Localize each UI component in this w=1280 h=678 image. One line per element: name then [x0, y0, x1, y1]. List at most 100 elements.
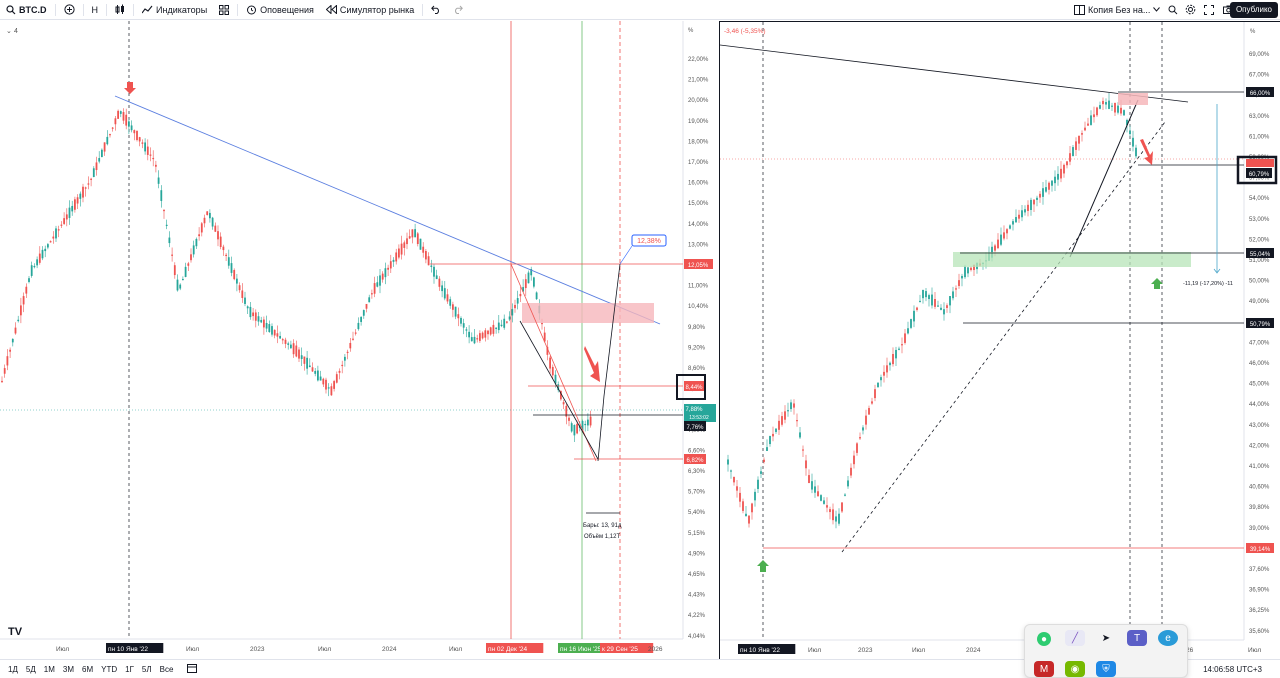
range-button[interactable]: 5Д: [25, 664, 36, 674]
pen-icon[interactable]: ╱: [1065, 630, 1085, 646]
candle-body: [65, 214, 68, 220]
candle-body: [176, 279, 179, 291]
candle-body: [268, 324, 271, 333]
candle-body: [292, 343, 295, 355]
right-chart-canvas[interactable]: -3,46 (-5,35%) % 69,00%67,00%65,00%63,00…: [720, 22, 1280, 659]
candle-body: [772, 433, 774, 437]
candle-body: [236, 278, 238, 284]
candle-body: [395, 252, 398, 262]
candle-body: [874, 389, 876, 399]
candle-body: [92, 168, 95, 178]
countdown-text: 13:53:02: [689, 415, 709, 421]
right-chart-pane[interactable]: -3,46 (-5,35%) % 69,00%67,00%65,00%63,00…: [719, 21, 1280, 659]
price-tick: 8,60%: [688, 366, 706, 372]
redo-button[interactable]: [447, 0, 469, 20]
candle-body: [931, 294, 933, 306]
settings-button[interactable]: [1183, 0, 1198, 20]
candle-body: [868, 408, 870, 415]
time-axis[interactable]: пн 10 Янв '22 Июл 2023 Июл 2024 26 Июл: [738, 644, 1261, 654]
teams-icon[interactable]: T: [1127, 630, 1147, 646]
range-button[interactable]: 1М: [43, 664, 55, 674]
long-trendline[interactable]: [720, 44, 1189, 103]
publish-button[interactable]: Опублико: [1229, 2, 1278, 18]
range-button[interactable]: Все: [159, 664, 174, 674]
range-button[interactable]: YTD: [101, 664, 118, 674]
mail-icon[interactable]: M: [1034, 661, 1054, 677]
range-button[interactable]: 1Г: [125, 664, 134, 674]
telegram-icon[interactable]: ➤: [1101, 632, 1111, 644]
candle-body: [122, 112, 125, 121]
candle-body: [449, 299, 452, 306]
wedge-upper[interactable]: [510, 263, 597, 462]
candle-body: [454, 306, 457, 317]
price-tick: 61,00%: [1249, 134, 1270, 140]
dotted-support-line[interactable]: [841, 121, 1166, 553]
candle-body: [387, 267, 389, 270]
alarm-clock-icon: [247, 5, 257, 15]
candle-body: [38, 253, 41, 263]
resistance-zone[interactable]: [522, 303, 654, 323]
candle-body: [241, 290, 244, 298]
date-range-button[interactable]: [183, 663, 201, 675]
left-chart-canvas[interactable]: ⌄ 4 % 22,00% 21,00% 20,00% 19,00% 18,00% 17,0…: [0, 21, 716, 659]
candle-body: [955, 288, 957, 290]
candle-body: [551, 366, 554, 376]
candle-body: [557, 384, 560, 391]
replay-button[interactable]: Симулятор рынка: [320, 0, 420, 20]
price-axis[interactable]: 22,00% 21,00% 20,00% 19,00% 18,00% 17,00% 16,0…: [688, 57, 709, 640]
undo-button[interactable]: [425, 0, 447, 20]
price-tick: 51,00%: [1249, 258, 1270, 264]
time-axis[interactable]: Июл пн 10 Янв '22 Июл 2023 Июл 2024 Июл пн 02 Д…: [56, 643, 663, 653]
interval-button[interactable]: Н: [91, 4, 99, 15]
gear-icon: [1185, 4, 1196, 15]
candle-body: [57, 229, 60, 231]
candle-body: [425, 251, 427, 260]
candle-body: [757, 479, 759, 489]
price-highlight-box: [676, 374, 706, 400]
time-tick: Июл: [912, 647, 925, 654]
symbol-search-button[interactable]: BTC.D: [0, 0, 53, 20]
support-zone[interactable]: [953, 252, 1191, 267]
price-tag-text: 55,04%: [1250, 252, 1271, 258]
candle-body: [146, 146, 149, 155]
legend-collapse-icon[interactable]: ⌄: [6, 28, 12, 35]
candle-body: [136, 130, 138, 141]
candle-body: [527, 272, 530, 284]
browser-icon[interactable]: e: [1158, 630, 1178, 646]
blue-trendline[interactable]: [114, 95, 661, 325]
candle-body: [87, 183, 90, 185]
candle-body: [895, 349, 897, 359]
candle-body: [898, 348, 900, 350]
candle-body: [1045, 187, 1047, 192]
wedge-lower[interactable]: [519, 320, 599, 460]
chat-app-icon[interactable]: ●: [1037, 632, 1051, 646]
top-zone[interactable]: [1118, 93, 1148, 105]
range-button[interactable]: 6М: [82, 664, 94, 674]
candles-icon: [115, 4, 124, 14]
candle-body: [739, 492, 741, 502]
range-button[interactable]: 3М: [62, 664, 74, 674]
candle-body: [9, 349, 11, 352]
compare-button[interactable]: [58, 0, 81, 20]
candle-body: [36, 259, 38, 266]
fullscreen-button[interactable]: [1202, 0, 1216, 20]
nvidia-icon[interactable]: ◉: [1065, 661, 1085, 677]
range-button[interactable]: 1Д: [8, 664, 18, 674]
candle-body: [30, 265, 33, 276]
range-button[interactable]: 5Л: [141, 664, 152, 674]
clock[interactable]: 14:06:58 UTC+3: [1203, 664, 1262, 674]
layout-button[interactable]: Копия Без на...: [1068, 0, 1166, 20]
alerts-button[interactable]: Оповещения: [240, 0, 320, 20]
templates-button[interactable]: [213, 0, 235, 20]
left-chart-pane[interactable]: ⌄ 4 % 22,00% 21,00% 20,00% 19,00% 18,00% 17,0…: [0, 21, 716, 659]
projection-path[interactable]: [597, 263, 621, 462]
rally-line[interactable]: [1069, 99, 1139, 258]
shield-icon[interactable]: ⛨: [1096, 661, 1116, 677]
candle-body: [335, 374, 338, 383]
chart-type-button[interactable]: [109, 0, 131, 20]
quick-search-button[interactable]: [1166, 0, 1180, 20]
price-tick: 43,00%: [1249, 423, 1270, 429]
tradingview-logo-icon[interactable]: TV: [8, 626, 23, 638]
indicators-button[interactable]: Индикаторы: [136, 0, 213, 20]
candle-body: [1090, 115, 1092, 125]
